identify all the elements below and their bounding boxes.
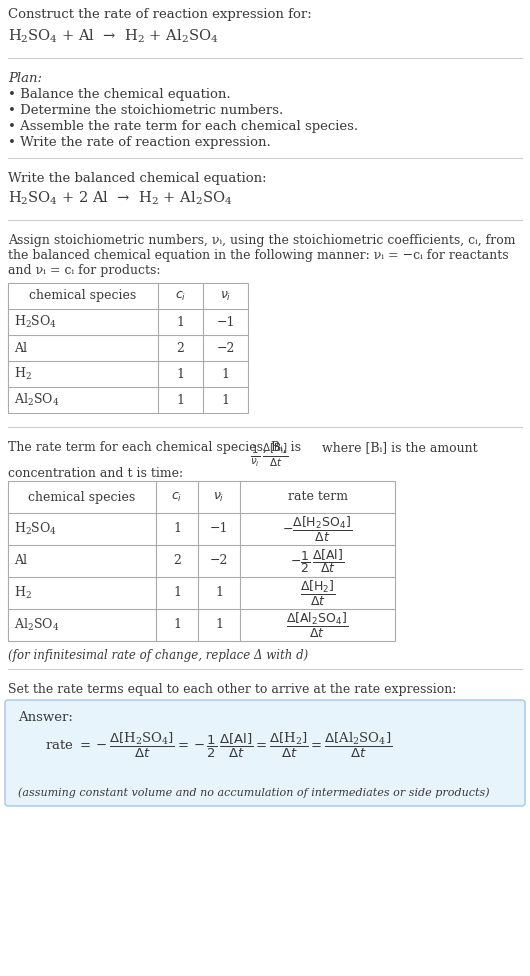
Bar: [8, 481, 395, 641]
Text: −1: −1: [216, 315, 235, 329]
Text: $\frac{1}{\nu_i}\,\frac{\Delta[\mathrm{B_i}]}{\Delta t}$: $\frac{1}{\nu_i}\,\frac{\Delta[\mathrm{B…: [250, 442, 289, 469]
Text: $\mathregular{H_2SO_4}$: $\mathregular{H_2SO_4}$: [14, 521, 57, 537]
Bar: [8, 283, 248, 413]
Text: Answer:: Answer:: [18, 711, 73, 724]
Text: $\mathregular{Al_2SO_4}$: $\mathregular{Al_2SO_4}$: [14, 392, 59, 408]
Text: 2: 2: [173, 554, 181, 567]
Text: (assuming constant volume and no accumulation of intermediates or side products): (assuming constant volume and no accumul…: [18, 787, 490, 797]
Text: where [Bᵢ] is the amount: where [Bᵢ] is the amount: [319, 441, 478, 454]
Text: and νᵢ = cᵢ for products:: and νᵢ = cᵢ for products:: [8, 264, 161, 277]
Text: 1: 1: [222, 393, 229, 406]
Text: $\mathregular{H_2}$: $\mathregular{H_2}$: [14, 585, 32, 601]
Text: Construct the rate of reaction expression for:: Construct the rate of reaction expressio…: [8, 8, 312, 21]
Text: Plan:: Plan:: [8, 72, 42, 85]
Text: Set the rate terms equal to each other to arrive at the rate expression:: Set the rate terms equal to each other t…: [8, 683, 456, 696]
Text: Write the balanced chemical equation:: Write the balanced chemical equation:: [8, 172, 267, 185]
Text: Assign stoichiometric numbers, νᵢ, using the stoichiometric coefficients, cᵢ, fr: Assign stoichiometric numbers, νᵢ, using…: [8, 234, 516, 247]
Text: 1: 1: [222, 368, 229, 381]
Text: $\mathregular{Al_2SO_4}$: $\mathregular{Al_2SO_4}$: [14, 617, 59, 633]
Text: Al: Al: [14, 342, 27, 354]
Text: $\mathregular{H_2SO_4}$ + 2 Al  →  $\mathregular{H_2}$ + $\mathregular{Al_2SO_4}: $\mathregular{H_2SO_4}$ + 2 Al → $\mathr…: [8, 190, 232, 207]
Text: 1: 1: [176, 393, 184, 406]
Text: $\mathregular{H_2SO_4}$ + Al  →  $\mathregular{H_2}$ + $\mathregular{Al_2SO_4}$: $\mathregular{H_2SO_4}$ + Al → $\mathreg…: [8, 28, 218, 46]
Text: $\nu_i$: $\nu_i$: [220, 290, 231, 303]
Text: chemical species: chemical species: [29, 491, 136, 504]
Text: −2: −2: [216, 342, 235, 354]
Text: chemical species: chemical species: [29, 290, 137, 303]
Text: • Assemble the rate term for each chemical species.: • Assemble the rate term for each chemic…: [8, 120, 358, 133]
Text: 1: 1: [176, 315, 184, 329]
Text: the balanced chemical equation in the following manner: νᵢ = −cᵢ for reactants: the balanced chemical equation in the fo…: [8, 249, 509, 262]
Text: $\nu_i$: $\nu_i$: [213, 491, 225, 504]
Text: $-\dfrac{1}{2}\,\dfrac{\Delta[\mathrm{Al}]}{\Delta t}$: $-\dfrac{1}{2}\,\dfrac{\Delta[\mathrm{Al…: [290, 547, 344, 575]
FancyBboxPatch shape: [5, 700, 525, 806]
Text: $\dfrac{\Delta[\mathregular{Al_2SO_4}]}{\Delta t}$: $\dfrac{\Delta[\mathregular{Al_2SO_4}]}{…: [286, 611, 349, 639]
Text: 1: 1: [173, 522, 181, 536]
Text: $c_i$: $c_i$: [175, 290, 186, 303]
Text: 1: 1: [173, 619, 181, 631]
Text: rate $= -\dfrac{\Delta[\mathregular{H_2SO_4}]}{\Delta t}= -\dfrac{1}{2}\,\dfrac{: rate $= -\dfrac{\Delta[\mathregular{H_2S…: [45, 731, 392, 760]
Text: $\dfrac{\Delta[\mathregular{H_2}]}{\Delta t}$: $\dfrac{\Delta[\mathregular{H_2}]}{\Delt…: [299, 579, 335, 607]
Text: • Balance the chemical equation.: • Balance the chemical equation.: [8, 88, 231, 101]
Text: Al: Al: [14, 554, 27, 567]
Text: $-\dfrac{\Delta[\mathregular{H_2SO_4}]}{\Delta t}$: $-\dfrac{\Delta[\mathregular{H_2SO_4}]}{…: [282, 514, 352, 544]
Text: 1: 1: [176, 368, 184, 381]
Text: (for infinitesimal rate of change, replace Δ with d): (for infinitesimal rate of change, repla…: [8, 649, 308, 662]
Text: 2: 2: [176, 342, 184, 354]
Text: • Determine the stoichiometric numbers.: • Determine the stoichiometric numbers.: [8, 104, 283, 117]
Text: −2: −2: [210, 554, 228, 567]
Text: • Write the rate of reaction expression.: • Write the rate of reaction expression.: [8, 136, 271, 149]
Text: 1: 1: [173, 587, 181, 599]
Text: concentration and t is time:: concentration and t is time:: [8, 467, 183, 480]
Text: $\mathregular{H_2}$: $\mathregular{H_2}$: [14, 366, 32, 382]
Text: 1: 1: [215, 619, 223, 631]
Text: rate term: rate term: [287, 491, 348, 504]
Text: The rate term for each chemical species, Bᵢ, is: The rate term for each chemical species,…: [8, 441, 305, 454]
Text: $\mathregular{H_2SO_4}$: $\mathregular{H_2SO_4}$: [14, 314, 57, 330]
Text: $c_i$: $c_i$: [171, 491, 183, 504]
Text: −1: −1: [210, 522, 228, 536]
Text: 1: 1: [215, 587, 223, 599]
